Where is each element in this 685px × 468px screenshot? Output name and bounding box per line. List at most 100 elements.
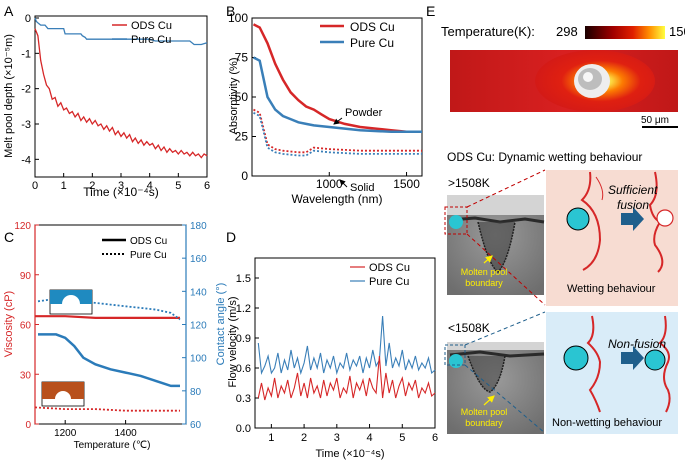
panel-d-legend-ods: ODS Cu	[369, 262, 410, 274]
panel-a-legend-ods: ODS Cu	[131, 20, 172, 32]
panel-a-xtick-6: 6	[204, 180, 210, 192]
panel-d-ytick-0.0: 0.0	[236, 423, 251, 435]
panel-a-series-pure	[34, 17, 208, 46]
wetting-label: Wetting behaviour	[567, 283, 656, 295]
panel-a-ticks: 0 1 2 3 4 5 6 0 -1 -2 -3 -4	[21, 13, 210, 192]
panel-d-series-ods	[257, 355, 436, 401]
panel-c-ticks: 1200 1400 120 90 60 30 0 180 160 140 120 100 80 60	[14, 221, 207, 439]
panel-b-series-ods-powder	[252, 23, 422, 134]
panel-d-series-pure	[257, 315, 436, 376]
panel-b-annot-powder: Powder	[345, 107, 383, 119]
panel-c-ytick-right-60: 60	[190, 420, 202, 431]
panel-c-ytick-right-140: 140	[190, 287, 207, 298]
nonwetting-label: Non-wetting behaviour	[552, 417, 662, 429]
panel-c-ytick-right-120: 120	[190, 321, 207, 332]
panel-d-ytick-1.2: 1.2	[236, 303, 251, 315]
molten-arrow-upper	[483, 255, 493, 264]
ods-subtitle: ODS Cu: Dynamic wetting behaviour	[447, 150, 642, 164]
panel-b-ytick-75: 75	[235, 51, 249, 65]
temperature-colorbar	[585, 26, 665, 39]
panel-d-ytick-0.9: 0.9	[236, 333, 251, 345]
panel-a-ytick--1: -1	[21, 48, 31, 60]
panel-c-ytick-left-30: 30	[20, 370, 32, 381]
sufficient-label-1: Sufficient	[608, 183, 658, 197]
temp-below-label: <1508K	[448, 321, 490, 335]
panel-b-legend-ods: ODS Cu	[350, 20, 395, 34]
panel-d-legend-pure: Pure Cu	[369, 276, 409, 288]
panel-b-ytick-50: 50	[235, 90, 249, 104]
contact-angle-icon-brown	[41, 381, 85, 407]
wetting-diagram	[546, 170, 678, 306]
panel-a-xtick-2: 2	[89, 180, 95, 192]
thermal-simulation-image	[450, 50, 678, 112]
panel-c-legend-pure: Pure Cu	[130, 250, 167, 261]
panel-c-ytick-left-0: 0	[25, 420, 31, 431]
panel-d-ylabel: Flow velocity (m/s)	[227, 296, 239, 387]
panel-b-xtick-1500: 1500	[393, 177, 420, 191]
panel-b-series-ods-solid	[253, 108, 422, 154]
panel-d-xtick-4: 4	[366, 432, 372, 444]
panel-d-xlabel: Time (×10⁻⁴s)	[315, 448, 384, 460]
panel-b-ticks: 1000 1500 100 75 50 25 0	[228, 11, 420, 191]
temperature-min: 298	[556, 24, 578, 39]
panel-b-series-pure-powder	[252, 56, 422, 134]
panel-c-ylabel-left: Viscosity (cP)	[3, 291, 15, 357]
panel-b-series-pure-solid	[253, 112, 422, 157]
panel-a-xlabel: Time (×10⁻⁴s)	[83, 185, 158, 199]
panel-a-axes	[34, 15, 208, 178]
panel-b-legend-pure: Pure Cu	[350, 36, 394, 50]
panel-e-label: E	[426, 3, 435, 19]
panel-a-xtick-1: 1	[61, 180, 67, 192]
temperature-max: 1508	[669, 24, 685, 39]
molten-arrow-lower	[483, 395, 495, 406]
panel-c-series-pure-angle	[37, 298, 181, 321]
nonwetting-diagram	[546, 312, 678, 434]
panel-a-ytick--3: -3	[21, 119, 31, 131]
panel-a-ytick-0: 0	[25, 13, 31, 25]
panel-b-annot-solid: Solid	[350, 182, 374, 194]
molten-label-upper-1: Molten pool	[461, 267, 508, 277]
panel-c-series-ods-angle	[38, 333, 180, 388]
panel-c-xtick-1400: 1400	[114, 428, 137, 439]
panel-c-series-pure-viscosity	[34, 406, 180, 412]
contact-angle-icon-blue	[49, 289, 93, 315]
upper-highlight-box	[444, 206, 468, 235]
panel-a-legend-pure: Pure Cu	[131, 34, 171, 46]
panel-b-lines	[252, 23, 422, 157]
panel-b-xtick-1000: 1000	[316, 177, 343, 191]
panel-d-xtick-2: 2	[301, 432, 307, 444]
panel-c-ytick-left-120: 120	[14, 221, 31, 232]
scale-bar-label: 50 μm	[641, 115, 669, 126]
panel-d-ticks: 1 2 3 4 5 6 1.5 1.2 0.9 0.6 0.3 0.0	[236, 273, 438, 444]
sem-image-lower	[447, 342, 545, 434]
panel-a-ytick--2: -2	[21, 84, 31, 96]
panel-c-label: C	[4, 229, 14, 245]
panel-c-legend-ods: ODS Cu	[130, 236, 167, 247]
panel-b-ylabel: Absorptivity (%)	[228, 57, 240, 134]
panel-d-label: D	[226, 229, 236, 245]
panel-a-xtick-3: 3	[118, 180, 124, 192]
panel-b-ytick-100: 100	[228, 11, 248, 25]
lower-highlight-box	[444, 344, 466, 366]
panel-b-solid-arrow	[339, 179, 348, 188]
panel-a-ylabel: Melt pool depth (×10⁻⁵m)	[3, 34, 15, 158]
panel-c-series-ods-viscosity	[35, 315, 180, 319]
panel-b-legend: ODS Cu Pure Cu	[320, 20, 395, 50]
nonfusion-label: Non-fusion	[608, 337, 666, 351]
upper-connector-bottom	[466, 233, 546, 306]
panel-c-ylabel-right: Contact angle (°)	[215, 283, 227, 366]
lower-connector-top	[464, 311, 546, 346]
panel-a-xtick-0: 0	[32, 180, 38, 192]
panel-c-ytick-right-100: 100	[190, 354, 207, 365]
panel-c-ytick-left-60: 60	[20, 321, 32, 332]
temp-above-label: >1508K	[448, 176, 490, 190]
lower-connector-bottom	[464, 364, 546, 434]
panel-a-xtick-4: 4	[147, 180, 153, 192]
panel-a-legend: ODS Cu Pure Cu	[112, 20, 172, 46]
panel-c-xtick-1200: 1200	[54, 428, 77, 439]
panel-d-ytick-0.3: 0.3	[236, 393, 251, 405]
panel-a-label: A	[4, 3, 14, 19]
panel-c-ytick-left-90: 90	[20, 271, 32, 282]
molten-label-lower-2: boundary	[465, 418, 503, 428]
